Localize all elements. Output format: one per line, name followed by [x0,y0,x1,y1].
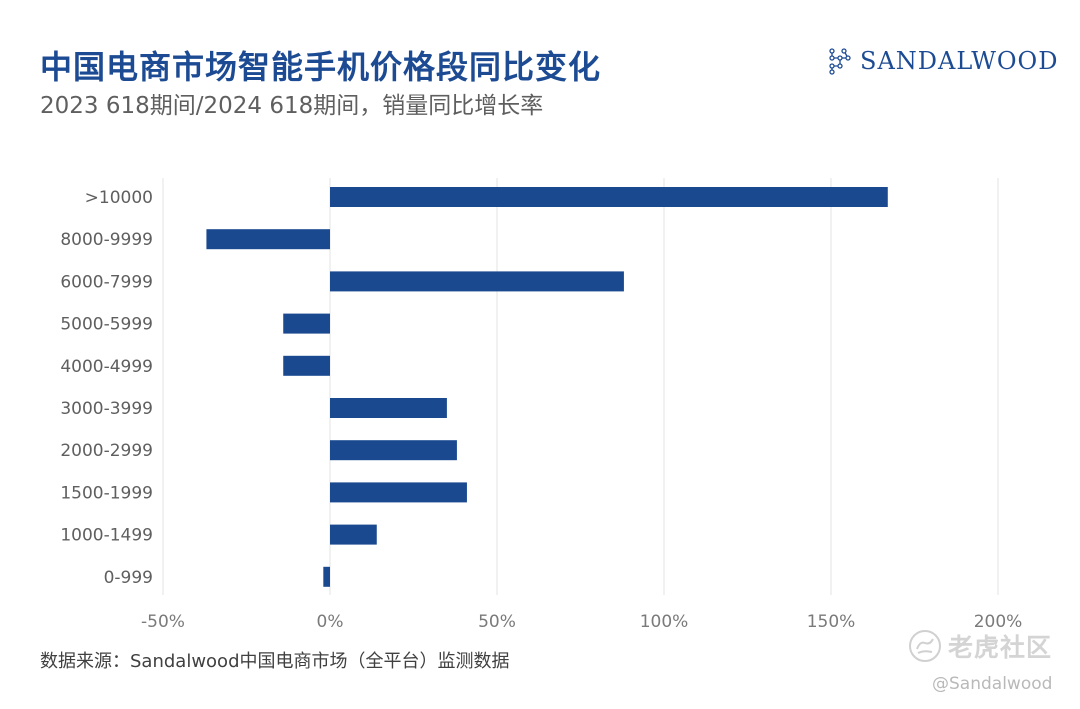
x-tick-label: 200% [974,612,1023,632]
category-label: 6000-7999 [60,272,153,292]
bar [206,229,330,250]
data-source-note: 数据来源：Sandalwood中国电商市场（全平台）监测数据 [40,651,510,672]
category-label: 1000-1499 [60,526,153,546]
bar [330,524,377,545]
chart-subtitle: 2023 618期间/2024 618期间，销量同比增长率 [40,93,544,119]
category-label: 3000-3999 [60,399,153,419]
bar [330,187,888,207]
category-label: 2000-2999 [60,441,153,461]
bar [330,482,467,503]
bar-chart: -50% 0% 50% 100% 150% 200% >10000 8000-9999 6000… [60,178,1023,632]
category-label: >10000 [85,188,153,208]
x-tick-label: 100% [640,612,689,632]
x-tick-label: 50% [478,612,516,632]
category-label: 4000-4999 [60,357,153,377]
bar [323,566,330,587]
logo-text: SANDALWOOD [860,47,1059,75]
watermark-handle: @Sandalwood [932,674,1053,694]
bar [283,313,330,334]
bar [283,355,330,376]
x-tick-label: -50% [141,612,185,632]
category-label: 0-999 [104,568,153,588]
category-label: 8000-9999 [60,230,153,250]
x-tick-label: 0% [317,612,344,632]
constellation-logo-icon [829,48,851,75]
sandalwood-logo: SANDALWOOD [826,46,1058,76]
watermark-brand: 老虎社区 [948,633,1053,662]
chart-title: 中国电商市场智能手机价格段同比变化 [40,48,602,86]
tiger-community-icon [909,630,941,662]
bar [330,398,447,418]
category-label: 5000-5999 [60,315,153,335]
bar [330,440,457,461]
watermark: 老虎社区 [908,628,1052,664]
bar [330,271,624,292]
x-tick-label: 150% [807,612,856,632]
category-label: 1500-1999 [60,483,153,503]
